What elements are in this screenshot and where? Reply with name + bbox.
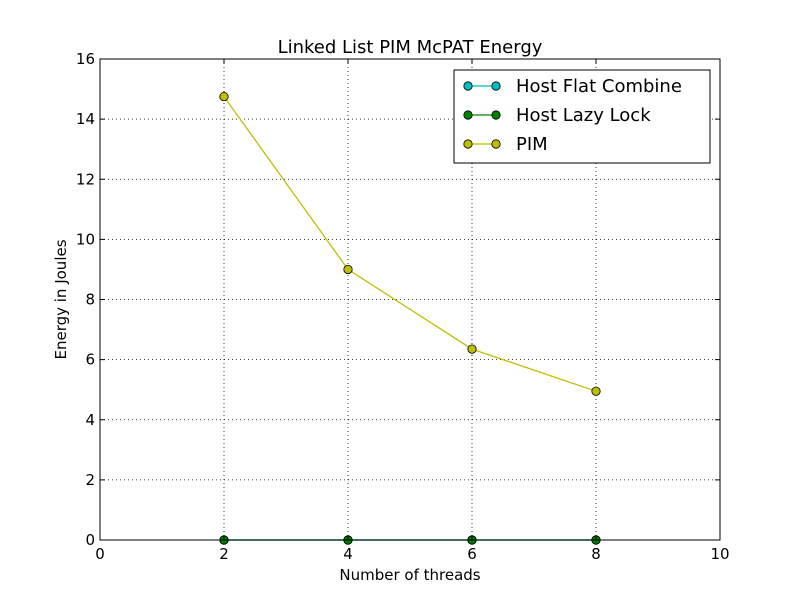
y-tick-label: 16 [76, 50, 95, 68]
legend-entry: Host Flat Combine [463, 76, 682, 97]
legend-marker [463, 139, 473, 149]
legend-marker [463, 110, 473, 120]
series-pim [219, 91, 601, 396]
y-tick-label: 6 [85, 351, 95, 369]
x-tick-label: 8 [591, 545, 601, 563]
data-point [591, 386, 601, 396]
x-axis-label: Number of threads [339, 566, 480, 584]
y-tick-label: 4 [85, 411, 95, 429]
data-point [219, 91, 229, 102]
x-tick-label: 4 [343, 545, 353, 563]
axis-ticks: 0 2 4 6 8 10 0 2 4 6 8 10 12 14 16 [76, 50, 730, 563]
data-point [467, 344, 477, 354]
data-point [343, 264, 353, 275]
legend-marker [491, 139, 501, 149]
y-tick-label: 2 [85, 471, 95, 489]
x-tick-label: 2 [219, 545, 229, 563]
y-tick-label: 8 [85, 291, 95, 309]
legend-label: PIM [516, 134, 548, 155]
y-axis-label: Energy in Joules [52, 239, 70, 359]
legend-entry: PIM [463, 134, 548, 155]
legend-marker [491, 81, 501, 91]
y-tick-label: 10 [76, 230, 95, 248]
y-tick-label: 0 [85, 531, 95, 549]
legend-label: Host Lazy Lock [516, 105, 651, 126]
legend-label: Host Flat Combine [516, 76, 682, 97]
y-tick-label: 14 [76, 110, 95, 128]
legend-marker [491, 110, 501, 120]
legend-entry: Host Lazy Lock [463, 105, 651, 126]
x-tick-label: 10 [710, 545, 729, 563]
y-tick-label: 12 [76, 170, 95, 188]
legend-marker [463, 81, 473, 91]
legend: Host Flat Combine Host Lazy Lock PIM [453, 69, 711, 164]
x-tick-label: 6 [467, 545, 477, 563]
chart-title: Linked List PIM McPAT Energy [278, 37, 543, 58]
series-line [223, 96, 597, 392]
x-tick-label: 0 [95, 545, 105, 563]
